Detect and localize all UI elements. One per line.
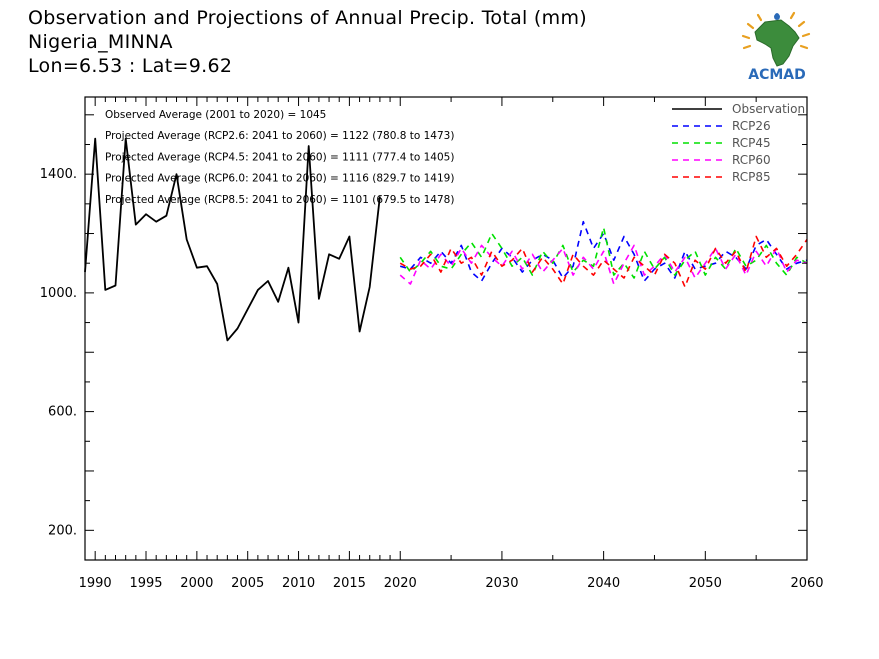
axes-layer: 200. 600. 1000. 1400. 1990 1995 2000 2005 2010 20…	[40, 96, 824, 591]
x-tick-label: 2060	[790, 576, 823, 591]
legend-label-rcp60: RCP60	[732, 153, 771, 167]
x-tick-label: 2050	[689, 576, 722, 591]
x-tick-label: 2005	[231, 576, 264, 591]
legend-label-rcp45: RCP45	[732, 136, 771, 150]
x-tick-label: 2010	[282, 576, 315, 591]
acmad-logo-text: ACMAD	[748, 67, 806, 83]
average-annotation: Projected Average (RCP8.5: 2041 to 2060)…	[105, 194, 454, 206]
legend: Observation RCP26 RCP45 RCP60 RCP85	[672, 102, 805, 184]
africa-map-icon	[741, 11, 811, 67]
chart-header: Observation and Projections of Annual Pr…	[28, 6, 587, 78]
average-annotation: Projected Average (RCP6.0: 2041 to 2060)…	[105, 173, 454, 185]
average-annotation: Projected Average (RCP2.6: 2041 to 2060)…	[105, 130, 454, 142]
series-line-rcp85	[399, 235, 808, 288]
series-line-observation	[84, 137, 381, 342]
legend-label-observation: Observation	[732, 102, 805, 116]
acmad-logo: ACMAD	[741, 11, 811, 83]
average-annotation: Projected Average (RCP4.5: 2041 to 2060)…	[105, 151, 454, 163]
x-tick-label: 1990	[79, 576, 112, 591]
legend-label-rcp26: RCP26	[732, 119, 771, 133]
series-line-rcp60	[399, 244, 808, 285]
y-tick-label: 200.	[48, 523, 77, 538]
x-tick-label: 1995	[129, 576, 162, 591]
average-annotation: Observed Average (2001 to 2020) = 1045	[105, 109, 326, 121]
station-name: Nigeria_MINNA	[28, 31, 173, 53]
plot-frame	[84, 96, 808, 561]
x-tick-label: 2040	[587, 576, 620, 591]
station-coordinates: Lon=6.53 : Lat=9.62	[28, 55, 233, 77]
x-tick-label: 2030	[485, 576, 518, 591]
x-tick-label: 2020	[384, 576, 417, 591]
x-tick-label: 2000	[180, 576, 213, 591]
x-tick-label: 2015	[333, 576, 366, 591]
annotations-layer: Observed Average (2001 to 2020) = 1045 Pr…	[105, 109, 454, 206]
y-tick-label: 600.	[48, 405, 77, 420]
legend-label-rcp85: RCP85	[732, 170, 771, 184]
series-line-rcp45	[399, 226, 808, 279]
plot-layer	[84, 137, 808, 342]
chart-title: Observation and Projections of Annual Pr…	[28, 7, 587, 29]
y-tick-label: 1400.	[40, 167, 77, 182]
y-tick-label: 1000.	[40, 286, 77, 301]
